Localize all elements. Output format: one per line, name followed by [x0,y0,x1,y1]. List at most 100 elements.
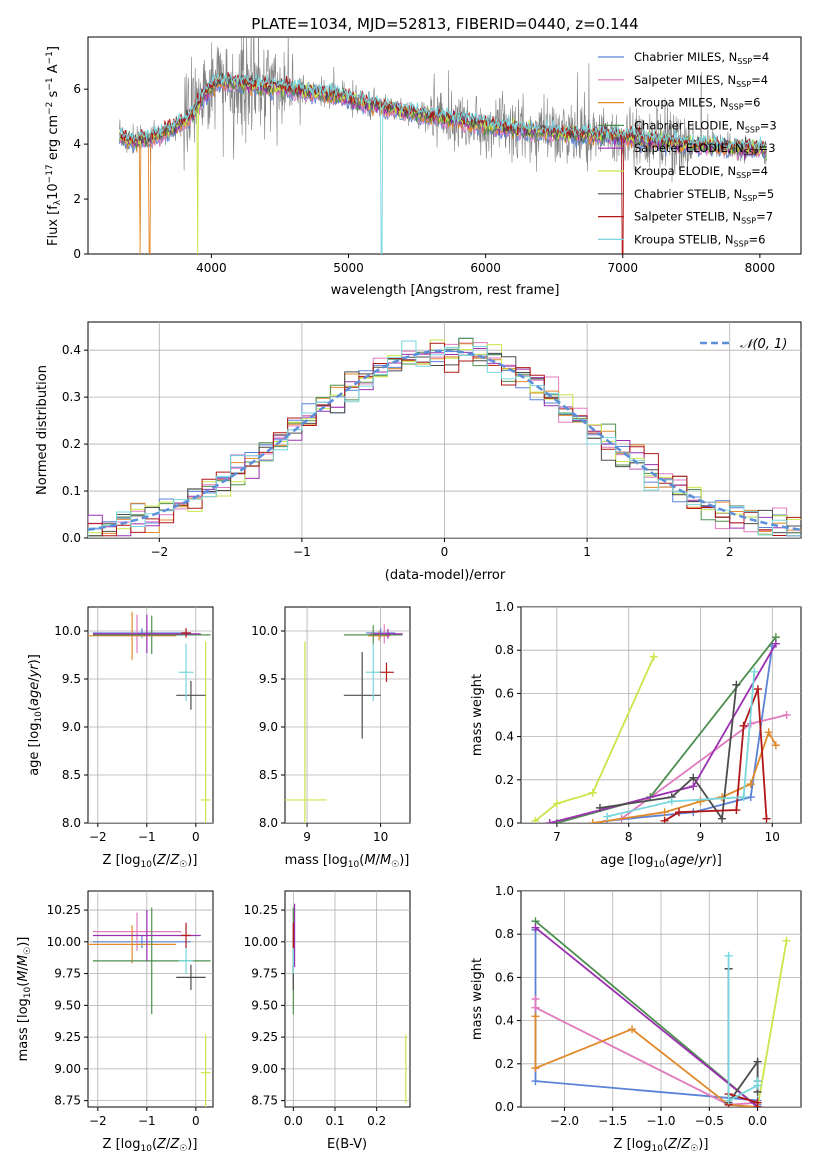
weight-line [664,688,768,822]
x-tick-label: 6000 [470,261,501,275]
weight-vs-age-panel: 7 8 9 10 0.0 0.2 0.4 0.6 0.8 1.0 age [log10(age/y… [470,600,802,870]
y-tick-label: 0.4 [495,730,514,744]
y-tick-label: 8.75 [54,1094,81,1108]
normal-legend-label: 𝒩(0, 1) [740,337,787,352]
x-tick-label: −2.0 [550,1114,579,1128]
x-tick-label: 7 [553,830,561,844]
y-tick-label: 0.1 [62,484,81,498]
mass-ebv-xlabel: E(B-V) [327,1137,367,1152]
x-tick-label: 7000 [607,261,638,275]
residual-histogram-step [88,342,801,538]
mass-vs-z-panel: −2 −1 0 8.75 9.00 9.25 9.50 9.75 10.00 10.25 Z [l… [16,890,214,1154]
y-tick-label: 0.2 [495,773,514,787]
weight-marker [531,995,540,1003]
weight-marker [667,797,676,806]
y-tick-label: 9.25 [54,1030,81,1044]
weight-marker [689,782,698,791]
weight-marker [746,780,755,789]
x-tick-label: 1 [583,545,591,559]
weight-marker [764,728,773,737]
x-tick-label: −1 [138,1114,156,1128]
weight-marker [782,936,791,945]
weight-marker [531,1064,540,1073]
legend-label: Salpeter MILES, NSSP=4 [634,73,768,89]
y-tick-label: 4 [73,137,81,151]
weight-marker [545,819,554,823]
x-tick-label: −2 [89,1114,107,1128]
weight-marker [689,773,698,782]
y-tick-label: 9.5 [62,672,81,686]
legend-label: Salpeter ELODIE, NSSP=3 [634,141,776,157]
x-tick-label: 2 [726,545,734,559]
weight-line [534,1016,758,1107]
y-tick-label: 10.0 [54,624,81,638]
mass-z-xlabel: Z [log10(Z/Z☉)] [103,1137,198,1154]
y-tick-label: 0 [73,247,81,261]
legend-label: Chabrier MILES, NSSP=4 [634,50,769,66]
weight-marker [762,814,771,823]
weight-marker [724,1096,733,1105]
weight-marker [588,788,597,797]
x-tick-label: −0.5 [695,1114,724,1128]
age-vs-mass-panel: 9 10 8.0 8.5 9.0 9.5 10.0 mass [log10(M/M☉)] [251,606,411,870]
weight-marker [531,1077,540,1086]
weight-age-xlabel: age [log10(age/yr)] [600,853,722,870]
legend-label: Chabrier STELIB, NSSP=5 [634,187,774,203]
weight-marker [718,814,727,823]
weight-marker [746,793,755,802]
y-tick-label: 0.6 [495,686,514,700]
weight-marker [588,819,597,823]
y-tick-label: 0.4 [495,1014,514,1028]
x-tick-label: 8 [625,830,633,844]
normal-curve [88,349,801,532]
y-tick-label: 0.8 [495,927,514,941]
weight-marker [531,1012,540,1021]
y-tick-label: 9.00 [251,1062,278,1076]
weight-marker [739,793,748,802]
legend-label: Kroupa STELIB, NSSP=6 [634,232,765,248]
weight-marker [771,741,780,750]
x-tick-label: 4000 [196,261,227,275]
x-tick-label: 9 [303,830,311,844]
weight-marker [649,652,658,661]
x-tick-label: 0.1 [325,1114,344,1128]
y-tick-label: 0.3 [62,390,81,404]
y-tick-label: 1.0 [495,600,514,614]
weight-line [534,926,759,1107]
x-tick-label: −2 [150,545,168,559]
weight-line [727,968,759,1106]
weight-marker [753,685,762,694]
mass-z-ylabel: mass [log10(M/M☉)] [16,937,33,1062]
age-z-xlabel: Z [log10(Z/Z☉)] [103,853,198,870]
residual-ylabel: Normed distribution [35,365,50,495]
y-tick-label: 0.2 [62,437,81,451]
weight-marker [732,680,741,689]
weight-marker [771,639,780,648]
age-mass-xlabel: mass [log10(M/M☉)] [285,853,410,870]
y-tick-label: 6 [73,82,81,96]
age-z-ylabel: age [log10(age/yr)] [27,654,44,776]
x-tick-label: 0.2 [367,1114,386,1128]
mass-vs-ebv-panel: 0.0 0.1 0.28.759.009.259.509.7510.0010.25 … [244,890,411,1152]
spectrum-title: PLATE=1034, MJD=52813, FIBERID=0440, z=0… [251,15,638,33]
weight-marker [750,667,759,676]
y-tick-label: 8.0 [62,816,81,830]
y-tick-label: 8.0 [259,816,278,830]
legend-label: Kroupa ELODIE, NSSP=4 [634,164,768,180]
weight-marker [552,799,561,808]
y-tick-label: 10.0 [251,624,278,638]
y-tick-label: 10.00 [244,935,278,949]
x-tick-label: −1.5 [598,1114,627,1128]
weight-marker [753,1103,762,1107]
y-tick-label: 8.75 [251,1094,278,1108]
weight-vs-z-panel: −2.0 −1.5 −1.0 −0.5 0.0 0.0 0.2 0.4 0.6 0.8 1.0 Z … [470,884,802,1154]
x-tick-label: 0 [441,545,449,559]
y-tick-label: 10.25 [244,903,278,917]
y-tick-label: 9.00 [54,1062,81,1076]
residual-xlabel: (data-model)/error [385,568,506,583]
x-tick-label: 9 [697,830,705,844]
weight-marker [660,816,669,823]
weight-z-xlabel: Z [log10(Z/Z☉)] [614,1137,709,1154]
y-tick-label: 10.00 [47,935,81,949]
